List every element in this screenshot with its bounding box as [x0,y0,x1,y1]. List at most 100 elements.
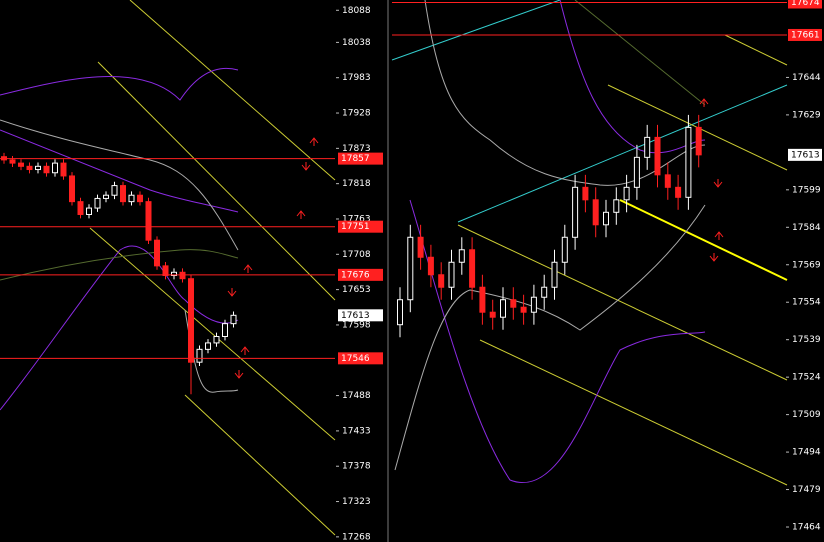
candle-body [530,296,537,313]
y-tick-label: 17598 [342,320,371,330]
y-tick-label: 17928 [342,109,371,119]
candle-body [230,314,237,325]
candle-body [561,236,568,263]
candle-body [145,201,152,241]
y-tick-label: 17488 [342,391,371,401]
trend-line [129,0,336,181]
y-tick-label: 17653 [342,285,371,295]
candle-body [633,156,640,188]
candle-body [94,197,101,209]
candle-body [489,311,496,318]
candle-body [613,199,620,213]
candle-body [179,271,186,280]
level-label-box [338,152,383,165]
candle-body [154,239,160,267]
candle-body [458,249,465,263]
candle-body [623,186,630,201]
candle-body [18,162,24,167]
trend-line [457,84,788,223]
candle-body [196,348,203,363]
y-tick-label: 17644 [792,73,821,83]
candle-body [205,342,211,350]
candle-body [469,249,476,288]
candle-body [137,194,143,203]
level-label: 17661 [791,30,820,40]
band-line [0,245,239,411]
level-label-box [338,268,383,281]
candle-body [111,185,118,196]
level-label-box [338,352,383,365]
candle-body [582,186,589,201]
y-tick-label: 17378 [342,462,371,472]
level-label-box [338,220,383,233]
candle-body [520,306,527,313]
trend-line [619,199,788,281]
y-tick-label: 17584 [792,223,821,233]
candle-body [171,271,177,276]
level-label: 17674 [791,0,820,8]
candle-body [35,165,41,171]
candle-body [128,194,135,203]
band-line [424,0,706,186]
candle-body [644,136,651,158]
candle-body [541,286,548,298]
candle-body [120,185,126,203]
last-price-label: 17613 [791,150,820,160]
level-label-box [788,0,822,9]
y-tick-label: 17873 [342,144,371,154]
candle-body [86,207,92,215]
level-label: 17857 [341,154,370,164]
trend-line [479,339,788,486]
band-line [0,119,239,251]
candle-body [188,278,194,363]
y-tick-label: 17539 [792,335,821,345]
trend-line [97,61,336,301]
level-label: 17676 [341,270,370,280]
candle-body [510,299,517,308]
candle-body [213,336,220,344]
level-label: 17751 [341,222,370,232]
candle-body [695,126,702,156]
decorations [0,0,788,542]
trend-line [89,227,336,441]
candle-body [654,136,661,176]
candle-body [407,236,414,301]
candle-body [77,201,84,215]
y-tick-label: 17433 [342,426,371,436]
candle-body [603,211,609,226]
band-line [409,199,706,483]
band-line [0,249,239,281]
candle-body [43,165,50,174]
candle-body [592,199,599,226]
candle-body [500,299,506,318]
y-tick-label: 17554 [792,298,821,308]
band-line [394,204,706,471]
candle-body [162,265,169,276]
candle-body [397,299,403,326]
y-tick-label: 17763 [342,214,371,224]
candle-body [427,256,434,276]
candle-body [417,236,424,258]
y-tick-label: 17494 [792,448,821,458]
candle-body [685,126,692,198]
y-tick-label: 18038 [342,38,371,48]
y-tick-label: 17479 [792,485,821,495]
y-tick-label: 17818 [342,179,371,189]
candle-body [438,274,445,288]
y-tick-label: 17509 [792,410,821,420]
trend-line [184,394,336,536]
band-line [0,67,239,101]
candle-body [9,159,16,164]
candle-body [664,174,671,188]
candle-body [448,261,455,288]
y-tick-label: 17464 [792,523,821,533]
trend-line [391,0,561,61]
candle-body [222,323,228,338]
level-label: 17546 [341,354,370,364]
candle-body [52,162,58,174]
signal-arrows [227,98,724,379]
candle-body [551,261,558,288]
last-price-box [338,309,383,322]
